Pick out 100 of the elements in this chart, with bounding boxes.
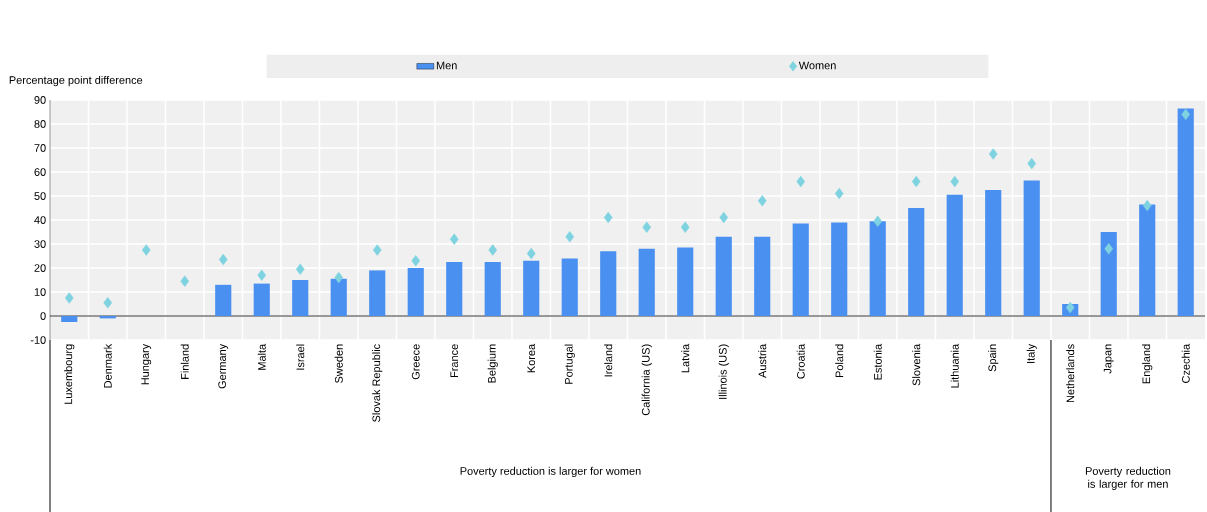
bar [946, 194, 963, 316]
x-tick-label: Greece [411, 344, 420, 380]
legend-label: Men [436, 61, 457, 70]
y-tick-label: 0 [40, 312, 46, 320]
x-tick-label: Malta [257, 343, 266, 370]
x-tick-label: Denmark [103, 343, 112, 388]
x-tick-label: Austria [758, 343, 767, 378]
point [218, 253, 228, 266]
bar [407, 268, 424, 316]
point [334, 271, 344, 284]
bar [446, 262, 463, 316]
bar [561, 258, 578, 316]
bar [1139, 204, 1156, 316]
x-tick-label: Portugal [564, 344, 575, 384]
point [411, 255, 421, 267]
x-tick-label: Israel [296, 344, 305, 370]
bar [61, 316, 78, 322]
bar [253, 283, 270, 316]
bar [831, 222, 848, 316]
point [834, 187, 844, 200]
x-tick-label: Finland [180, 344, 189, 379]
y-tick-label: -10 [30, 336, 46, 344]
bar [869, 221, 886, 316]
y-tick-label: 30 [34, 240, 46, 248]
x-tick-label: Slovak Republic [372, 344, 383, 422]
point [1181, 108, 1191, 121]
point [642, 221, 652, 233]
point [1142, 199, 1152, 212]
bar [600, 251, 617, 316]
bar [330, 278, 347, 316]
x-tick-label: England [1142, 344, 1153, 384]
y-tick-label: 10 [34, 288, 46, 296]
x-tick-label: Croatia [796, 343, 805, 379]
x-tick-label: California (US) [641, 344, 652, 416]
x-tick-label: Ireland [604, 344, 613, 377]
point [488, 244, 498, 256]
x-tick-label: Hungary [141, 343, 152, 385]
point [680, 221, 690, 233]
point [526, 247, 536, 260]
x-tick-label: France [450, 344, 459, 378]
point [911, 175, 921, 188]
point [950, 175, 960, 188]
bar [1100, 232, 1117, 316]
bar [484, 262, 501, 316]
bar [215, 284, 232, 316]
x-tick-label: Slovenia [912, 343, 921, 386]
point [449, 233, 459, 245]
y-tick-label: 20 [34, 264, 46, 272]
bar [908, 208, 925, 316]
x-tick-label: Czechia [1181, 343, 1190, 383]
point [796, 175, 806, 188]
point [988, 148, 998, 160]
y-tick-label: 90 [34, 96, 46, 104]
point [1027, 157, 1037, 170]
x-tick-label: Belgium [487, 344, 498, 383]
text: Poverty reduction is larger for women [460, 466, 641, 478]
x-tick-label: Netherlands [1066, 344, 1075, 403]
point [257, 269, 267, 281]
bar [292, 280, 309, 316]
point [372, 244, 382, 256]
point [603, 211, 613, 224]
bar [754, 236, 771, 316]
point [295, 263, 305, 275]
point [873, 215, 883, 227]
bar [638, 248, 655, 316]
point [1065, 301, 1075, 314]
y-tick-label: 80 [34, 120, 46, 128]
x-tick-label: Spain [988, 344, 999, 372]
x-tick-label: Lithuania [950, 343, 959, 388]
x-tick-label: Sweden [334, 344, 343, 383]
x-tick-label: Italy [1026, 343, 1037, 363]
point [141, 244, 151, 256]
y-axis-title: Percentage point difference [9, 75, 143, 87]
bar [677, 247, 694, 316]
y-tick-label: 60 [34, 168, 46, 176]
point [1104, 243, 1114, 255]
x-tick-label: Luxembourg [64, 344, 75, 404]
y-tick-label: 40 [34, 216, 46, 224]
x-tick-label: Illinois (US) [718, 344, 729, 399]
y-tick-label: 70 [34, 144, 46, 152]
point [103, 297, 113, 309]
bar [985, 190, 1002, 316]
x-tick-label: Latvia [681, 343, 690, 373]
point [565, 231, 575, 243]
bar [792, 223, 809, 316]
bar [1023, 180, 1040, 316]
y-tick-label: 50 [34, 192, 46, 200]
x-tick-label: Japan [1103, 344, 1114, 374]
x-tick-label: Germany [218, 343, 229, 389]
bar [715, 236, 732, 316]
bar [523, 260, 540, 316]
point [719, 211, 729, 224]
text: Poverty reduction is larger for men [1085, 466, 1171, 491]
legend-label: Women [798, 61, 836, 70]
bar [1177, 108, 1194, 316]
bar [369, 270, 386, 316]
point [64, 292, 74, 304]
point [180, 275, 190, 287]
x-tick-label: Poland [835, 344, 844, 378]
x-tick-label: Estonia [873, 343, 882, 380]
